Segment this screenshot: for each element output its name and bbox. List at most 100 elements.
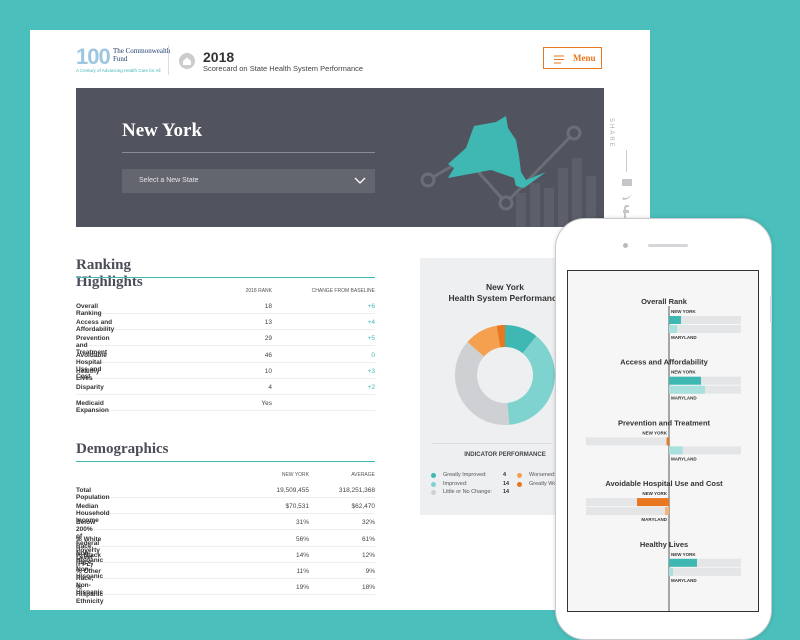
home-icon [179,53,195,69]
logo-name: The Commonwealth Fund [113,47,170,63]
rank: 13 [264,319,272,327]
column-header: AVERAGE [351,472,375,478]
legend-label: Greatly Worsened: [529,480,575,487]
column-header: NEW YORK [281,472,309,478]
legend-label: Little or No Change: [443,489,492,495]
state-value: 19% [295,584,309,592]
bar-label: MARYLAND [641,517,667,522]
phone-camera [623,243,628,248]
section-title: Healthy Lives [640,540,688,549]
change: +5 [367,335,375,343]
row-rule [76,594,375,596]
email-icon[interactable] [622,179,632,186]
bar-track [586,507,669,516]
bar [669,385,705,394]
logo-tagline: A Century of Advancing Health Care for A… [76,68,161,73]
state-value: 11% [296,568,309,575]
state-value: 19,509,455 [276,487,309,494]
twitter-icon[interactable] [622,194,632,200]
donut-segment [496,325,505,348]
column-header: 2018 RANK [245,288,272,294]
row-label: Below 200% of Federal Poverty Level (FPL… [76,519,100,569]
hero-decoration [420,116,596,227]
bar [666,437,669,446]
logo-name-2: Fund [113,55,128,63]
phone-speaker [648,244,688,247]
bar-label: MARYLAND [671,396,697,401]
bar-track [669,446,741,455]
share-label: SHARE [608,118,614,149]
section-title: Prevention and Treatment [618,418,711,427]
section-rule [76,277,375,278]
legend-dot [431,473,436,478]
bar-track [586,437,669,446]
legend-dot [431,490,436,495]
row-label: % Other Race, Non-Hispanic [76,568,104,596]
average-value: 12% [361,551,375,559]
legend-label: Worsened: [529,472,556,478]
row-label: % Hispanic Ethnicity [76,584,104,606]
bar-label: MARYLAND [671,335,697,340]
row-label: Medicaid Expansion [76,400,109,415]
state-value: 31% [295,519,309,527]
row-rule [76,361,375,363]
legend-label: Greatly Improved: [443,472,487,478]
average-value: 318,251,368 [338,487,375,494]
bar-label: MARYLAND [671,578,697,583]
state-value: 56% [295,535,309,543]
change: 0 [371,351,375,359]
rank: 29 [264,335,272,343]
menu-button[interactable]: Menu [543,47,602,69]
state-select[interactable]: Select a New State [122,169,375,193]
average-value: 18% [361,584,375,592]
row-rule [76,497,375,498]
donut-segment [467,325,501,357]
bar [665,507,669,516]
row-label: Overall Ranking [76,303,102,317]
bar-track [669,558,741,567]
row-label: Disparity [76,384,104,391]
bar [669,567,673,576]
donut-segment [507,336,555,425]
donut-segment [505,325,537,354]
change: +2 [367,384,375,391]
legend-value: 14 [503,480,510,487]
logo-number: 100 [76,44,111,69]
row-rule [76,545,375,547]
column-header: CHANGE FROM BASELINE [311,288,375,294]
state-value: 14% [295,551,309,559]
phone-button [770,296,772,322]
change: +6 [367,303,375,310]
donut-title-2: Health System Performance [448,293,562,303]
menu-label: Menu [573,53,596,63]
bar [637,498,669,507]
donut-title: New York Health System Performance [420,282,590,304]
state-value: $70,531 [285,503,310,511]
section-title: Overall Rank [641,297,688,306]
subtitle: Scorecard on State Health System Perform… [203,64,364,73]
hero: New York Select a New State [76,88,604,227]
row-rule [76,410,375,412]
change: +3 [367,367,375,375]
average-value: 9% [365,568,375,575]
facebook-icon[interactable] [623,205,629,220]
select-label: Select a New State [139,177,199,184]
rank: 10 [264,367,272,375]
row-label: % Black Race, Non-Hispanic [76,551,104,580]
donut-segment [455,341,510,425]
bar-track [669,567,741,576]
bar-label: NEW YORK [642,491,667,496]
rank: 4 [268,384,272,391]
average-value: 32% [361,519,375,527]
section-title: Demographics [76,441,169,457]
menu-icon [554,55,564,64]
rank: 46 [264,351,272,359]
row-label: Prevention and Treatment [76,335,110,357]
share-line [626,150,627,172]
section-title: Access and Affordability [620,358,708,367]
bar [669,558,697,567]
share-icons [622,179,632,220]
bar [669,325,677,333]
section-rule [76,461,375,462]
divider [168,45,169,75]
